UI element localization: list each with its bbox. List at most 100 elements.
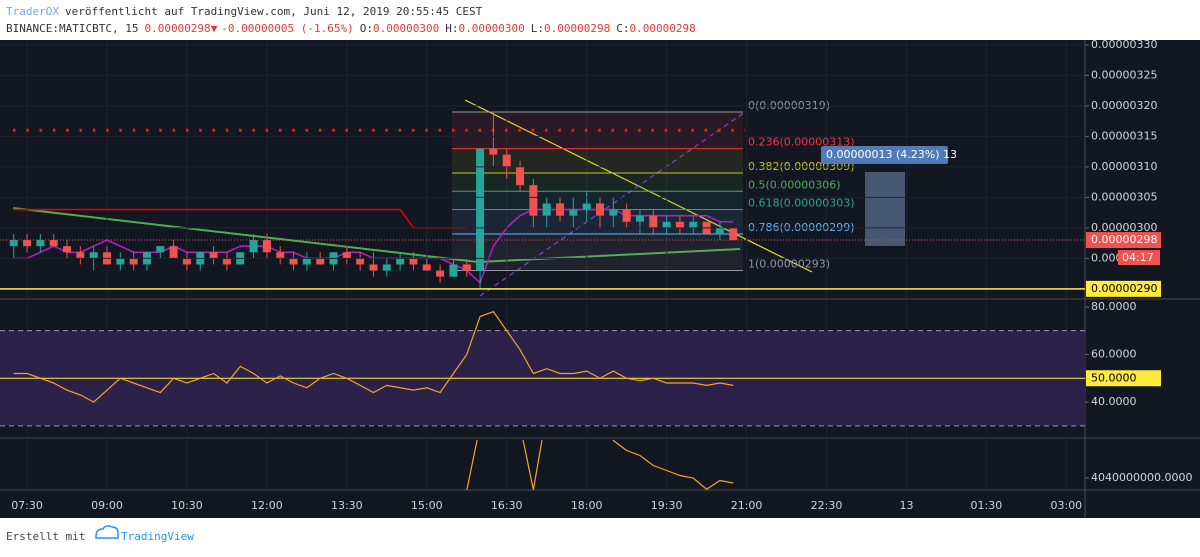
level-label-box xyxy=(1086,370,1161,387)
x-tick-label: 03:00 xyxy=(1050,499,1082,512)
candle-body xyxy=(409,258,418,265)
x-tick-label: 21:00 xyxy=(731,499,763,512)
candle-body xyxy=(582,203,591,210)
countdown-box xyxy=(1118,250,1160,266)
candle-body xyxy=(169,246,178,259)
y-tick-label: 60.0000 xyxy=(1091,347,1137,360)
ohlc-key: O: xyxy=(360,22,373,35)
fib-zone xyxy=(452,233,743,271)
y-tick-label: 0.00000320 xyxy=(1091,99,1157,112)
trend-line xyxy=(477,248,741,263)
candle-body xyxy=(289,258,298,265)
ohlc-value: 0.00000300 xyxy=(459,22,525,35)
fib-zone xyxy=(452,111,743,149)
x-tick-label: 09:00 xyxy=(91,499,123,512)
candle-body xyxy=(689,221,698,228)
candle-body xyxy=(635,215,644,222)
ohlc-key: L: xyxy=(531,22,544,35)
candle-body xyxy=(476,148,485,271)
ohlc-key: H: xyxy=(445,22,458,35)
fib-label: 0.618(0.00000303) xyxy=(748,197,855,210)
candle-body xyxy=(209,252,218,259)
series-line xyxy=(13,208,467,229)
measure-range xyxy=(865,172,905,246)
x-tick-label: 13 xyxy=(899,499,913,512)
y-tick-label: 40.0000 xyxy=(1091,395,1137,408)
y-tick-label: 0.00000300 xyxy=(1091,221,1157,234)
candle-body xyxy=(369,264,378,271)
y-tick-label: 4040000000.0000 xyxy=(1091,471,1192,484)
candle-body xyxy=(649,215,658,228)
candle-body xyxy=(156,246,165,253)
x-tick-label: 12:00 xyxy=(251,499,283,512)
fib-zone xyxy=(452,172,743,192)
candle-body xyxy=(675,221,684,228)
candle-body xyxy=(569,209,578,216)
candle-body xyxy=(542,203,551,216)
candle-body xyxy=(729,227,738,241)
candle-body xyxy=(609,209,618,216)
x-tick-label: 07:30 xyxy=(11,499,43,512)
symbol-line: BINANCE:MATICBTC, 15 0.00000298▼ -0.000000… xyxy=(6,22,696,35)
ohlc-value: 0.00000298 xyxy=(544,22,610,35)
fib-zone xyxy=(452,148,743,173)
candle-body xyxy=(715,227,724,234)
series-line xyxy=(466,440,734,490)
candle-body xyxy=(462,264,471,271)
published: veröffentlicht auf TradingView.com, Juni… xyxy=(65,5,483,18)
candle-body xyxy=(342,252,351,259)
candle-body xyxy=(63,246,72,253)
symbol: BINANCE:MATICBTC, 15 xyxy=(6,22,138,35)
candle-body xyxy=(116,258,125,265)
fib-label: 0.5(0.00000306) xyxy=(748,178,841,191)
x-tick-label: 01:30 xyxy=(971,499,1003,512)
brand-logo xyxy=(95,525,119,539)
footer-brand[interactable]: TradingView xyxy=(121,530,194,543)
publish-line: TraderOX veröffentlicht auf TradingView.c… xyxy=(6,5,483,18)
candle-body xyxy=(595,203,604,216)
x-tick-label: 18:00 xyxy=(571,499,603,512)
candle-body xyxy=(316,258,325,265)
candle-body xyxy=(276,252,285,259)
x-tick-label: 15:00 xyxy=(411,499,443,512)
candle-body xyxy=(662,221,671,228)
ohlc-key: C: xyxy=(616,22,629,35)
candle-body xyxy=(436,270,445,277)
candle-body xyxy=(516,166,525,186)
candle-body xyxy=(489,148,498,155)
fib-label: 0.236(0.00000313) xyxy=(748,136,855,149)
candle-body xyxy=(249,240,258,253)
x-tick-label: 10:30 xyxy=(171,499,203,512)
level-label: 50.0000 xyxy=(1091,371,1137,384)
x-tick-label: 16:30 xyxy=(491,499,523,512)
candle-body xyxy=(89,252,98,259)
direction: ▼ xyxy=(211,22,218,35)
measure-label: 0.00000013 (4.23%) 13 xyxy=(826,148,957,161)
last: 0.00000298 xyxy=(144,22,210,35)
candle-body xyxy=(622,209,631,222)
candle-body xyxy=(9,240,18,247)
candle-body xyxy=(222,258,231,265)
candle-body xyxy=(556,203,565,216)
y-tick-label: 0.00000305 xyxy=(1091,190,1157,203)
candle-body xyxy=(36,240,45,247)
candle-body xyxy=(382,264,391,271)
candle-body xyxy=(49,240,58,247)
candle-body xyxy=(76,252,85,259)
pane xyxy=(0,310,1085,427)
candle-body xyxy=(129,258,138,265)
candle-body xyxy=(23,240,32,247)
candle-body xyxy=(182,258,191,265)
y-tick-label: 0.00000330 xyxy=(1091,38,1157,51)
y-tick-label: 0.00000310 xyxy=(1091,160,1157,173)
ohlc-value: 0.00000298 xyxy=(629,22,695,35)
ohlc-value: 0.00000300 xyxy=(373,22,439,35)
measure-label-box xyxy=(821,146,948,164)
hline-label-box xyxy=(1086,280,1161,297)
y-tick-label: 0.00000325 xyxy=(1091,68,1157,81)
author: TraderOX xyxy=(6,5,59,18)
candle-body xyxy=(262,240,271,253)
series-line xyxy=(13,310,734,403)
